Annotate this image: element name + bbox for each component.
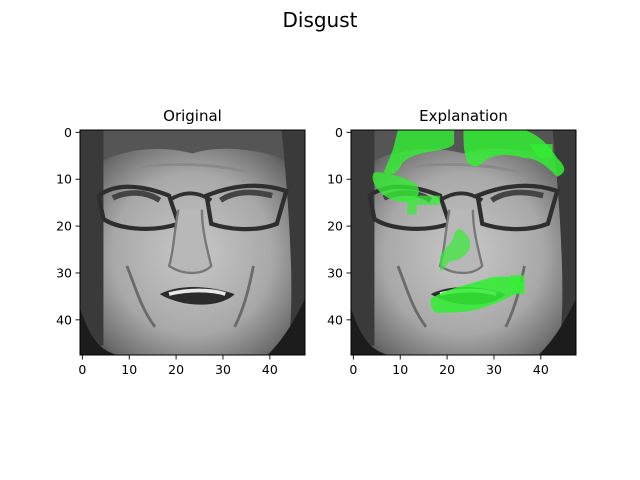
y-tick-label: 40	[327, 312, 343, 327]
x-tick-label: 0	[349, 362, 357, 377]
highlight-brow-extension	[529, 144, 553, 159]
x-tick-label: 0	[78, 362, 86, 377]
x-tick-label: 10	[121, 362, 137, 377]
panel-title-original: Original	[163, 107, 222, 125]
highlight-right-brow	[463, 130, 565, 177]
x-tick-label: 40	[533, 362, 549, 377]
y-tick-label: 30	[327, 265, 343, 280]
highlight-left-eye-corner	[407, 195, 441, 215]
original-image	[80, 130, 305, 355]
y-tick-label: 40	[56, 312, 72, 327]
panel-explanation: Explanation 0 10 20 30 40 0 10 20 30 40	[327, 107, 576, 377]
y-tick-label: 0	[64, 125, 72, 140]
x-tick-label: 10	[392, 362, 408, 377]
x-tick-label: 20	[168, 362, 184, 377]
y-tick-label: 10	[56, 172, 72, 187]
y-tick-label: 10	[327, 172, 343, 187]
highlight-mouth-corner	[510, 275, 525, 295]
highlight-nose	[440, 228, 471, 271]
y-tick-label: 0	[335, 125, 343, 140]
highlight-left-eye	[372, 172, 419, 203]
highlight-mouth	[430, 276, 523, 313]
original-frame	[79, 129, 306, 356]
x-tick-label: 30	[486, 362, 502, 377]
y-tick-label: 20	[327, 219, 343, 234]
y-tick-label: 30	[56, 265, 72, 280]
y-tick-label: 20	[56, 219, 72, 234]
x-tick-label: 30	[215, 362, 231, 377]
explanation-highlights	[372, 130, 565, 313]
panel-original: Original 0 10 20 30 40 0 10 20 30 40	[56, 107, 305, 377]
explanation-frame	[350, 129, 577, 356]
figure-title: Disgust	[282, 8, 357, 32]
highlight-left-brow	[383, 130, 455, 175]
panel-title-explanation: Explanation	[419, 107, 508, 125]
x-tick-label: 20	[439, 362, 455, 377]
x-tick-label: 40	[262, 362, 278, 377]
